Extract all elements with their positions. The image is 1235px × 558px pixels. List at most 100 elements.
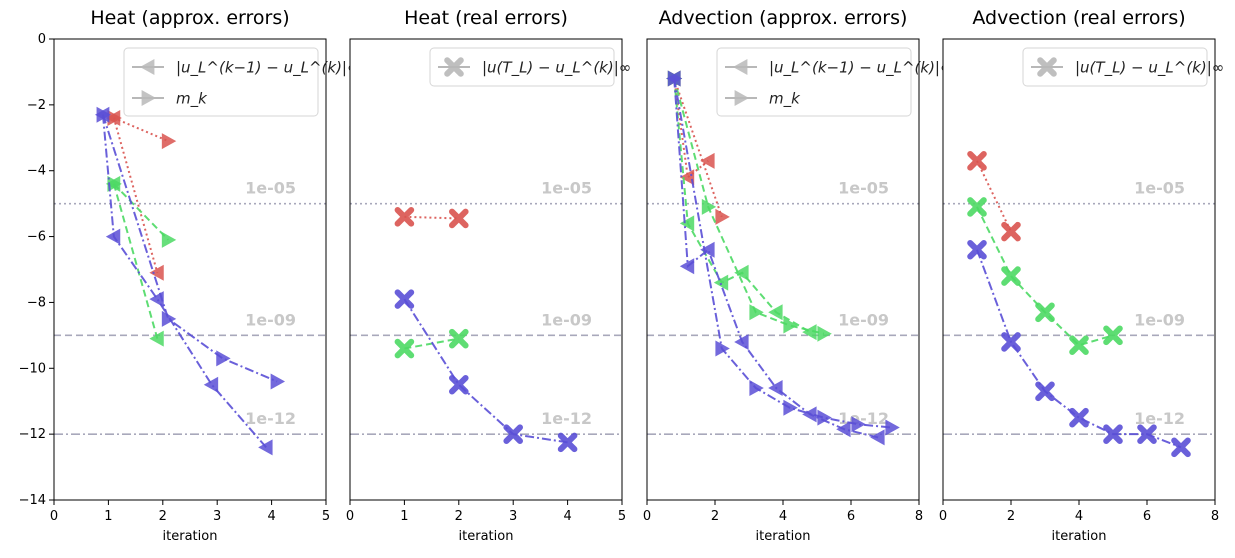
data-point-blue-u-t-l-u-l-k-3	[557, 432, 578, 453]
data-point-blue-m-k-0	[96, 106, 111, 123]
data-point-green-m-k-1	[701, 198, 717, 215]
y-tick-label: −8	[27, 295, 46, 310]
legend-label-u-t-l-u-l-k: |u(T_L) − u_L^(k)|∞	[1075, 59, 1224, 78]
data-point-green-u-l-k-1-u-l-k-4	[768, 304, 783, 321]
data-point-green-u-l-k-1-u-l-k-3	[734, 264, 749, 281]
data-point-blue-u-l-k-1-u-l-k-1	[679, 258, 695, 275]
x-tick-label: 0	[939, 509, 947, 524]
data-point-red-u-l-k-1-u-l-k-1	[679, 169, 695, 186]
reference-label-1e-05: 1e-05	[1134, 179, 1185, 198]
x-tick-label: 0	[643, 509, 651, 524]
legend-label-u-l-k-1-u-l-k: |u_L^(k−1) − u_L^(k)|∞	[769, 59, 952, 78]
y-tick-label: −10	[19, 361, 46, 376]
series-line-red-m-k	[673, 78, 723, 218]
y-tick-label: −12	[19, 427, 46, 442]
panel-heat-approx-errors: Heat (approx. errors) 1e-05 1e-09 1e-12 0 1 2 3…	[19, 7, 360, 544]
series-line-red-u-t-l-u-l-k	[976, 160, 1012, 233]
legend: |u_L^(k−1) − u_L^(k)|∞ m_k	[123, 47, 359, 117]
x-tick-label: 1	[104, 509, 112, 524]
y-tick-label: −4	[27, 164, 46, 179]
data-point-green-u-t-l-u-l-k-1	[449, 328, 469, 349]
data-point-blue-m-k-2	[216, 350, 231, 367]
legend-label-m-k: m_k	[176, 90, 208, 109]
legend: |u_L^(k−1) − u_L^(k)|∞ m_k	[716, 47, 952, 117]
legend-label-m-k: m_k	[769, 90, 801, 109]
data-point-blue-u-t-l-u-l-k-5	[1137, 424, 1157, 444]
x-tick-label: 2	[455, 509, 463, 524]
reference-label-1e-12: 1e-12	[245, 409, 296, 428]
y-tick-label: −14	[19, 493, 46, 508]
legend-marker-x	[1037, 57, 1057, 77]
data-point-green-u-l-k-1-u-l-k-5	[802, 324, 817, 341]
data-point-blue-u-l-k-1-u-l-k-6	[836, 421, 851, 438]
data-point-blue-m-k-5	[851, 416, 866, 433]
legend-box	[716, 47, 912, 117]
x-tick-label: 3	[509, 509, 517, 524]
data-point-red-u-l-k-1-u-l-k-1	[149, 264, 164, 281]
data-point-blue-u-t-l-u-l-k-0	[394, 289, 415, 309]
x-tick-label: 8	[1211, 509, 1219, 524]
x-tick-label: 2	[159, 509, 167, 524]
data-point-green-u-t-l-u-l-k-1	[1001, 266, 1021, 286]
data-point-blue-u-t-l-u-l-k-4	[1103, 424, 1123, 444]
reference-label-1e-09: 1e-09	[838, 310, 889, 329]
panel-heat-real-errors: Heat (real errors) 1e-05 1e-09 1e-12 0 1 2 3 4 5 i…	[346, 7, 631, 544]
data-point-blue-u-t-l-u-l-k-3	[1069, 407, 1089, 428]
x-axis-label: iteration	[1052, 529, 1107, 544]
x-tick-label: 4	[267, 509, 275, 524]
plot-area	[943, 39, 1215, 500]
legend-marker-triangle-right	[141, 90, 156, 106]
reference-label-1e-12: 1e-12	[541, 409, 592, 428]
x-axis-label: iteration	[459, 529, 514, 544]
series-line-green-m-k	[113, 183, 169, 241]
x-tick-label: 2	[711, 509, 719, 524]
x-tick-label: 1	[400, 509, 408, 524]
data-point-blue-u-l-k-1-u-l-k-4	[258, 439, 273, 456]
data-point-red-u-t-l-u-l-k-0	[967, 151, 987, 171]
x-tick-label: 4	[1075, 509, 1083, 524]
data-point-green-u-l-k-1-u-l-k-1	[679, 215, 695, 232]
data-point-green-m-k-4	[817, 325, 832, 342]
x-axis-label: iteration	[756, 529, 811, 544]
legend-box	[123, 47, 319, 117]
data-point-blue-m-k-1	[715, 340, 730, 357]
data-point-green-u-t-l-u-l-k-3	[1069, 335, 1089, 356]
legend-label-u-l-k-1-u-l-k: |u_L^(k−1) − u_L^(k)|∞	[176, 59, 359, 78]
data-point-blue-m-k-2	[749, 380, 764, 397]
x-tick-label: 5	[322, 509, 330, 524]
series-line-red-u-l-k-1-u-l-k	[112, 117, 159, 274]
series-line-blue-u-l-k-1-u-l-k	[101, 114, 267, 448]
series-line-red-u-t-l-u-l-k	[404, 215, 459, 220]
panel-advection-approx-errors: Advection (approx. errors)1e-051e-091e-1…	[643, 7, 953, 544]
x-tick-label: 6	[1143, 509, 1151, 524]
y-tick-label: 0	[38, 32, 46, 47]
axes-frame	[53, 38, 327, 501]
data-point-green-m-k-3	[783, 317, 798, 334]
x-tick-label: 4	[563, 509, 571, 524]
x-axis-label: iteration	[163, 529, 218, 544]
data-point-red-u-t-l-u-l-k-1	[1001, 221, 1021, 242]
reference-label-1e-12: 1e-12	[1134, 409, 1185, 428]
y-tick-label: −2	[27, 98, 46, 113]
data-point-green-m-k-2	[749, 304, 764, 321]
legend-marker-x	[444, 57, 464, 77]
data-point-blue-u-t-l-u-l-k-6	[1171, 437, 1191, 458]
series-line-blue-m-k	[102, 114, 278, 383]
reference-label-1e-05: 1e-05	[838, 179, 889, 198]
data-point-blue-u-l-k-1-u-l-k-2	[700, 241, 715, 258]
panel-advection-real-errors: Advection (real errors) 1e-05 1e-09 1e-12 0 2…	[939, 7, 1224, 544]
data-point-blue-m-k-3	[783, 399, 798, 416]
legend-marker-triangle-right	[734, 90, 749, 106]
data-point-blue-u-t-l-u-l-k-1	[1001, 332, 1021, 352]
data-point-green-u-t-l-u-l-k-0	[967, 197, 987, 217]
x-tick-label: 4	[779, 509, 787, 524]
chart-title: Heat (approx. errors)	[90, 7, 289, 29]
legend-marker-triangle-left	[140, 59, 155, 75]
axes-frame	[349, 38, 623, 501]
x-tick-label: 3	[213, 509, 221, 524]
reference-label-1e-09: 1e-09	[541, 310, 592, 329]
data-point-red-u-t-l-u-l-k-1	[449, 208, 469, 229]
x-tick-label: 6	[847, 509, 855, 524]
chart-title: Advection (approx. errors)	[659, 7, 908, 29]
